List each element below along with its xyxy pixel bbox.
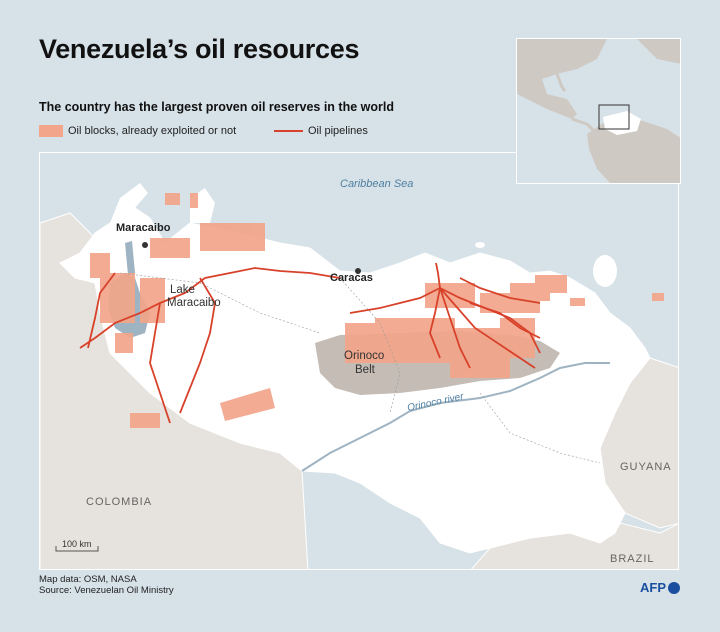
guyana-label: GUYANA <box>620 461 672 473</box>
guajira-land <box>110 183 148 223</box>
caracas-label: Caracas <box>330 272 373 284</box>
brazil-label: BRAZIL <box>610 553 655 565</box>
legend-pipelines: Oil pipelines <box>274 124 368 138</box>
legend-oil-blocks: Oil blocks, already exploited or not <box>39 124 236 138</box>
oil-block <box>570 298 585 306</box>
border-line <box>479 392 601 464</box>
main-map: Caribbean Sea Maracaibo Lake Maracaibo C… <box>39 152 679 570</box>
oil-blocks-layer <box>90 193 664 428</box>
small-island <box>475 242 485 248</box>
legend-oil-blocks-label: Oil blocks, already exploited or not <box>68 125 237 137</box>
orinoco-river <box>301 362 610 472</box>
inset-north-america <box>517 39 607 119</box>
pipeline <box>149 302 171 424</box>
oil-block <box>100 273 135 323</box>
pipeline <box>469 302 541 339</box>
oil-block <box>200 223 265 251</box>
pipeline <box>435 262 441 289</box>
footer-map-data: Map data: OSM, NASA <box>39 574 137 585</box>
pipeline <box>459 277 541 304</box>
scale-bar-line <box>55 546 99 552</box>
colombia-label: COLOMBIA <box>86 496 152 508</box>
afp-logo-dot <box>668 581 680 594</box>
oil-block <box>345 323 380 363</box>
scale-bar: 100 km <box>55 539 99 552</box>
pipeline <box>439 287 536 369</box>
maracaibo-label: Maracaibo <box>116 222 171 234</box>
pipelines-layer <box>79 262 541 424</box>
inset-svg <box>517 39 680 183</box>
oil-block-swatch <box>39 125 63 137</box>
pipeline <box>79 267 341 349</box>
page-subtitle: The country has the largest proven oil r… <box>39 100 394 114</box>
oil-block <box>115 333 133 353</box>
maracaibo-dot <box>142 242 148 248</box>
margarita-island <box>510 274 530 282</box>
legend-pipelines-label: Oil pipelines <box>308 125 368 137</box>
footer-source: Source: Venezuelan Oil Ministry <box>39 585 174 596</box>
oil-block <box>652 293 664 301</box>
lake-label-line2: Maracaibo <box>167 297 221 309</box>
lake-label-line1: Lake <box>170 284 195 296</box>
sea-label: Caribbean Sea <box>340 178 413 190</box>
locator-inset <box>516 38 681 184</box>
pipeline <box>429 287 441 359</box>
page-title: Venezuela’s oil resources <box>39 34 360 64</box>
orinoco-label-line2: Belt <box>355 364 376 376</box>
caracas-dot <box>355 268 361 274</box>
oil-block <box>535 275 567 293</box>
oil-block <box>150 238 190 258</box>
pipeline <box>87 272 116 349</box>
inset-highlight-box <box>598 104 630 130</box>
pipeline <box>439 287 471 369</box>
afp-logo-text: AFP <box>640 580 666 595</box>
trinidad-island <box>593 255 617 287</box>
pipeline <box>349 287 441 314</box>
oil-block <box>130 413 160 428</box>
oil-block <box>375 318 455 363</box>
afp-logo: AFP <box>640 580 680 595</box>
oil-block <box>220 388 275 421</box>
pipeline <box>179 277 216 414</box>
map-svg: Caribbean Sea Maracaibo Lake Maracaibo C… <box>40 153 678 569</box>
border-line <box>119 272 321 334</box>
oil-block <box>190 193 198 208</box>
inset-florida <box>555 73 567 92</box>
oil-block <box>140 278 165 323</box>
oil-block <box>425 283 475 308</box>
oil-block <box>165 193 180 205</box>
pipeline-swatch <box>274 130 303 132</box>
orinoco-label-line1: Orinoco <box>344 350 384 362</box>
oil-block <box>90 253 110 278</box>
internal-borders <box>119 272 601 464</box>
scale-bar-label: 100 km <box>62 539 92 549</box>
inset-south-america <box>587 117 680 183</box>
lake-channel <box>125 241 135 275</box>
footer: Map data: OSM, NASA Source: Venezuelan O… <box>39 574 174 596</box>
inset-atlantic-landmass <box>637 39 680 64</box>
